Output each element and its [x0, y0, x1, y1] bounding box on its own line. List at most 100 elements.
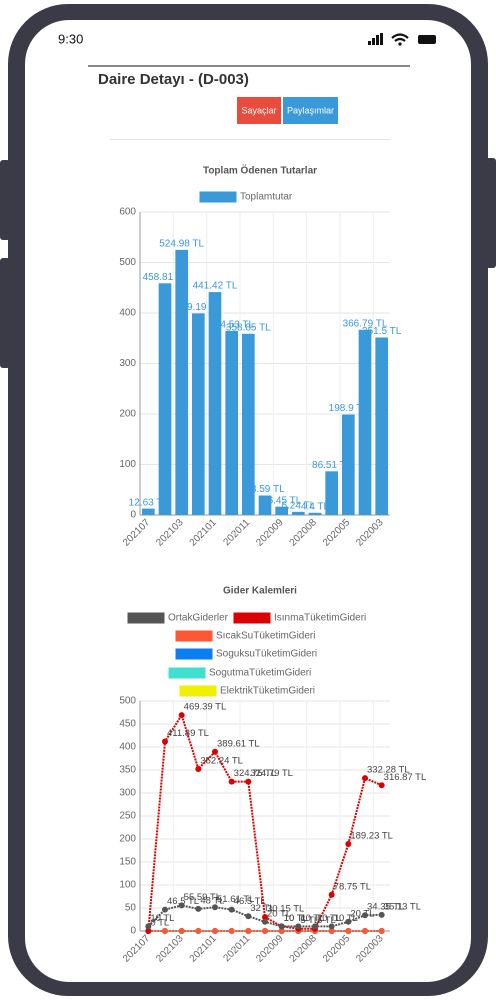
point — [262, 918, 268, 925]
point — [212, 904, 218, 911]
data-label: 51.61 TL — [217, 894, 254, 905]
point — [345, 840, 352, 847]
y-tick-label: 100 — [119, 459, 136, 470]
y-tick-label: 200 — [119, 834, 136, 845]
data-label: 366.79 TL — [343, 318, 388, 329]
chart-title: Gider Kalemleri — [223, 586, 297, 597]
point — [278, 928, 285, 934]
y-tick-label: 0 — [130, 926, 136, 937]
data-label: 324.75 TL — [234, 768, 277, 779]
header-line — [88, 65, 410, 67]
legend-swatch — [233, 612, 271, 624]
point — [195, 765, 202, 772]
data-label: 411.89 TL — [167, 728, 209, 739]
bar — [208, 292, 222, 515]
page-title: Daire Detayı - (D-003) — [98, 71, 249, 88]
data-label: 399.19 TL — [176, 302, 221, 313]
signal-bar — [380, 33, 383, 45]
tab-label[interactable]: Sayaçlar — [241, 105, 276, 115]
y-tick-label: 50 — [125, 903, 137, 914]
data-label: 10 TL — [284, 913, 308, 924]
point — [212, 748, 218, 755]
legend-label: SogutmaTüketimGideri — [209, 668, 311, 679]
point — [245, 778, 252, 785]
point — [378, 782, 385, 789]
data-label: 12.63 TL — [129, 497, 169, 508]
point — [162, 906, 168, 913]
point — [228, 778, 235, 785]
point — [328, 928, 335, 934]
tab-button[interactable] — [237, 97, 281, 124]
battery-icon — [418, 35, 436, 44]
data-label: 16.45 TL — [262, 495, 302, 506]
y-tick-label: 300 — [119, 358, 136, 369]
side-button — [486, 158, 496, 268]
point — [362, 775, 368, 782]
data-label: 10 TL — [284, 913, 308, 924]
bar — [308, 512, 322, 515]
data-label: 316.87 TL — [384, 772, 427, 783]
legend-swatch — [199, 191, 237, 203]
legend-swatch — [168, 667, 206, 679]
point — [178, 902, 185, 909]
legend-label: Toplamtutar — [240, 192, 293, 203]
data-label: 86.51 TL — [312, 460, 352, 471]
point — [162, 928, 168, 934]
bar — [375, 337, 388, 515]
status-icons — [368, 33, 436, 46]
bar — [158, 283, 172, 515]
y-tick-label: 400 — [119, 308, 136, 319]
point — [328, 923, 335, 930]
legend-label: ElektrikTüketimGideri — [220, 686, 315, 697]
separator — [110, 139, 390, 140]
y-tick-label: 0 — [130, 510, 136, 521]
bar — [358, 329, 372, 515]
point — [345, 918, 352, 925]
bar — [142, 508, 155, 515]
tab-button[interactable] — [283, 97, 338, 124]
data-label: 4.4 TL — [301, 501, 330, 512]
data-label: 34.35 TL — [367, 902, 404, 913]
bar — [342, 414, 355, 515]
bar — [258, 495, 272, 515]
y-tick-label: 250 — [119, 811, 136, 822]
data-label: 35.13 TL — [384, 901, 421, 912]
data-label: 351.5 TL — [362, 326, 402, 337]
y-tick-label: 350 — [119, 765, 136, 776]
point — [262, 914, 268, 921]
point — [145, 928, 152, 934]
point — [178, 928, 185, 934]
data-label: 20 TL — [267, 908, 291, 919]
signal-bar — [368, 41, 371, 45]
point — [178, 712, 185, 719]
signal-bar — [376, 35, 379, 45]
point — [345, 928, 352, 934]
data-label: 10 TL — [334, 913, 358, 924]
chart-title: Toplam Ödenen Tutarlar — [203, 164, 317, 177]
data-label: 38.59 TL — [245, 484, 285, 495]
point — [228, 906, 235, 913]
point — [228, 928, 235, 934]
point — [212, 928, 218, 934]
legend-label: OrtakGiderler — [168, 613, 229, 624]
legend-swatch — [175, 648, 213, 660]
bar — [192, 313, 205, 515]
bar — [225, 330, 238, 515]
tab-label[interactable]: Paylaşımlar — [287, 105, 334, 115]
point — [362, 928, 368, 934]
data-label: 5 TL — [300, 915, 319, 926]
point — [278, 923, 285, 930]
signal-bar — [372, 38, 375, 45]
y-tick-label: 450 — [119, 719, 136, 730]
point — [245, 928, 252, 934]
data-label: 32 TL — [250, 903, 274, 914]
data-label: 524.98 TL — [159, 239, 204, 250]
y-tick-label: 400 — [119, 742, 136, 753]
y-tick-label: 500 — [119, 696, 136, 707]
y-tick-label: 100 — [119, 880, 136, 891]
data-label: 324.79 TL — [250, 768, 293, 779]
data-label: 189.23 TL — [350, 830, 393, 841]
data-label: 78.75 TL — [334, 881, 371, 892]
legend-swatch — [175, 630, 213, 642]
